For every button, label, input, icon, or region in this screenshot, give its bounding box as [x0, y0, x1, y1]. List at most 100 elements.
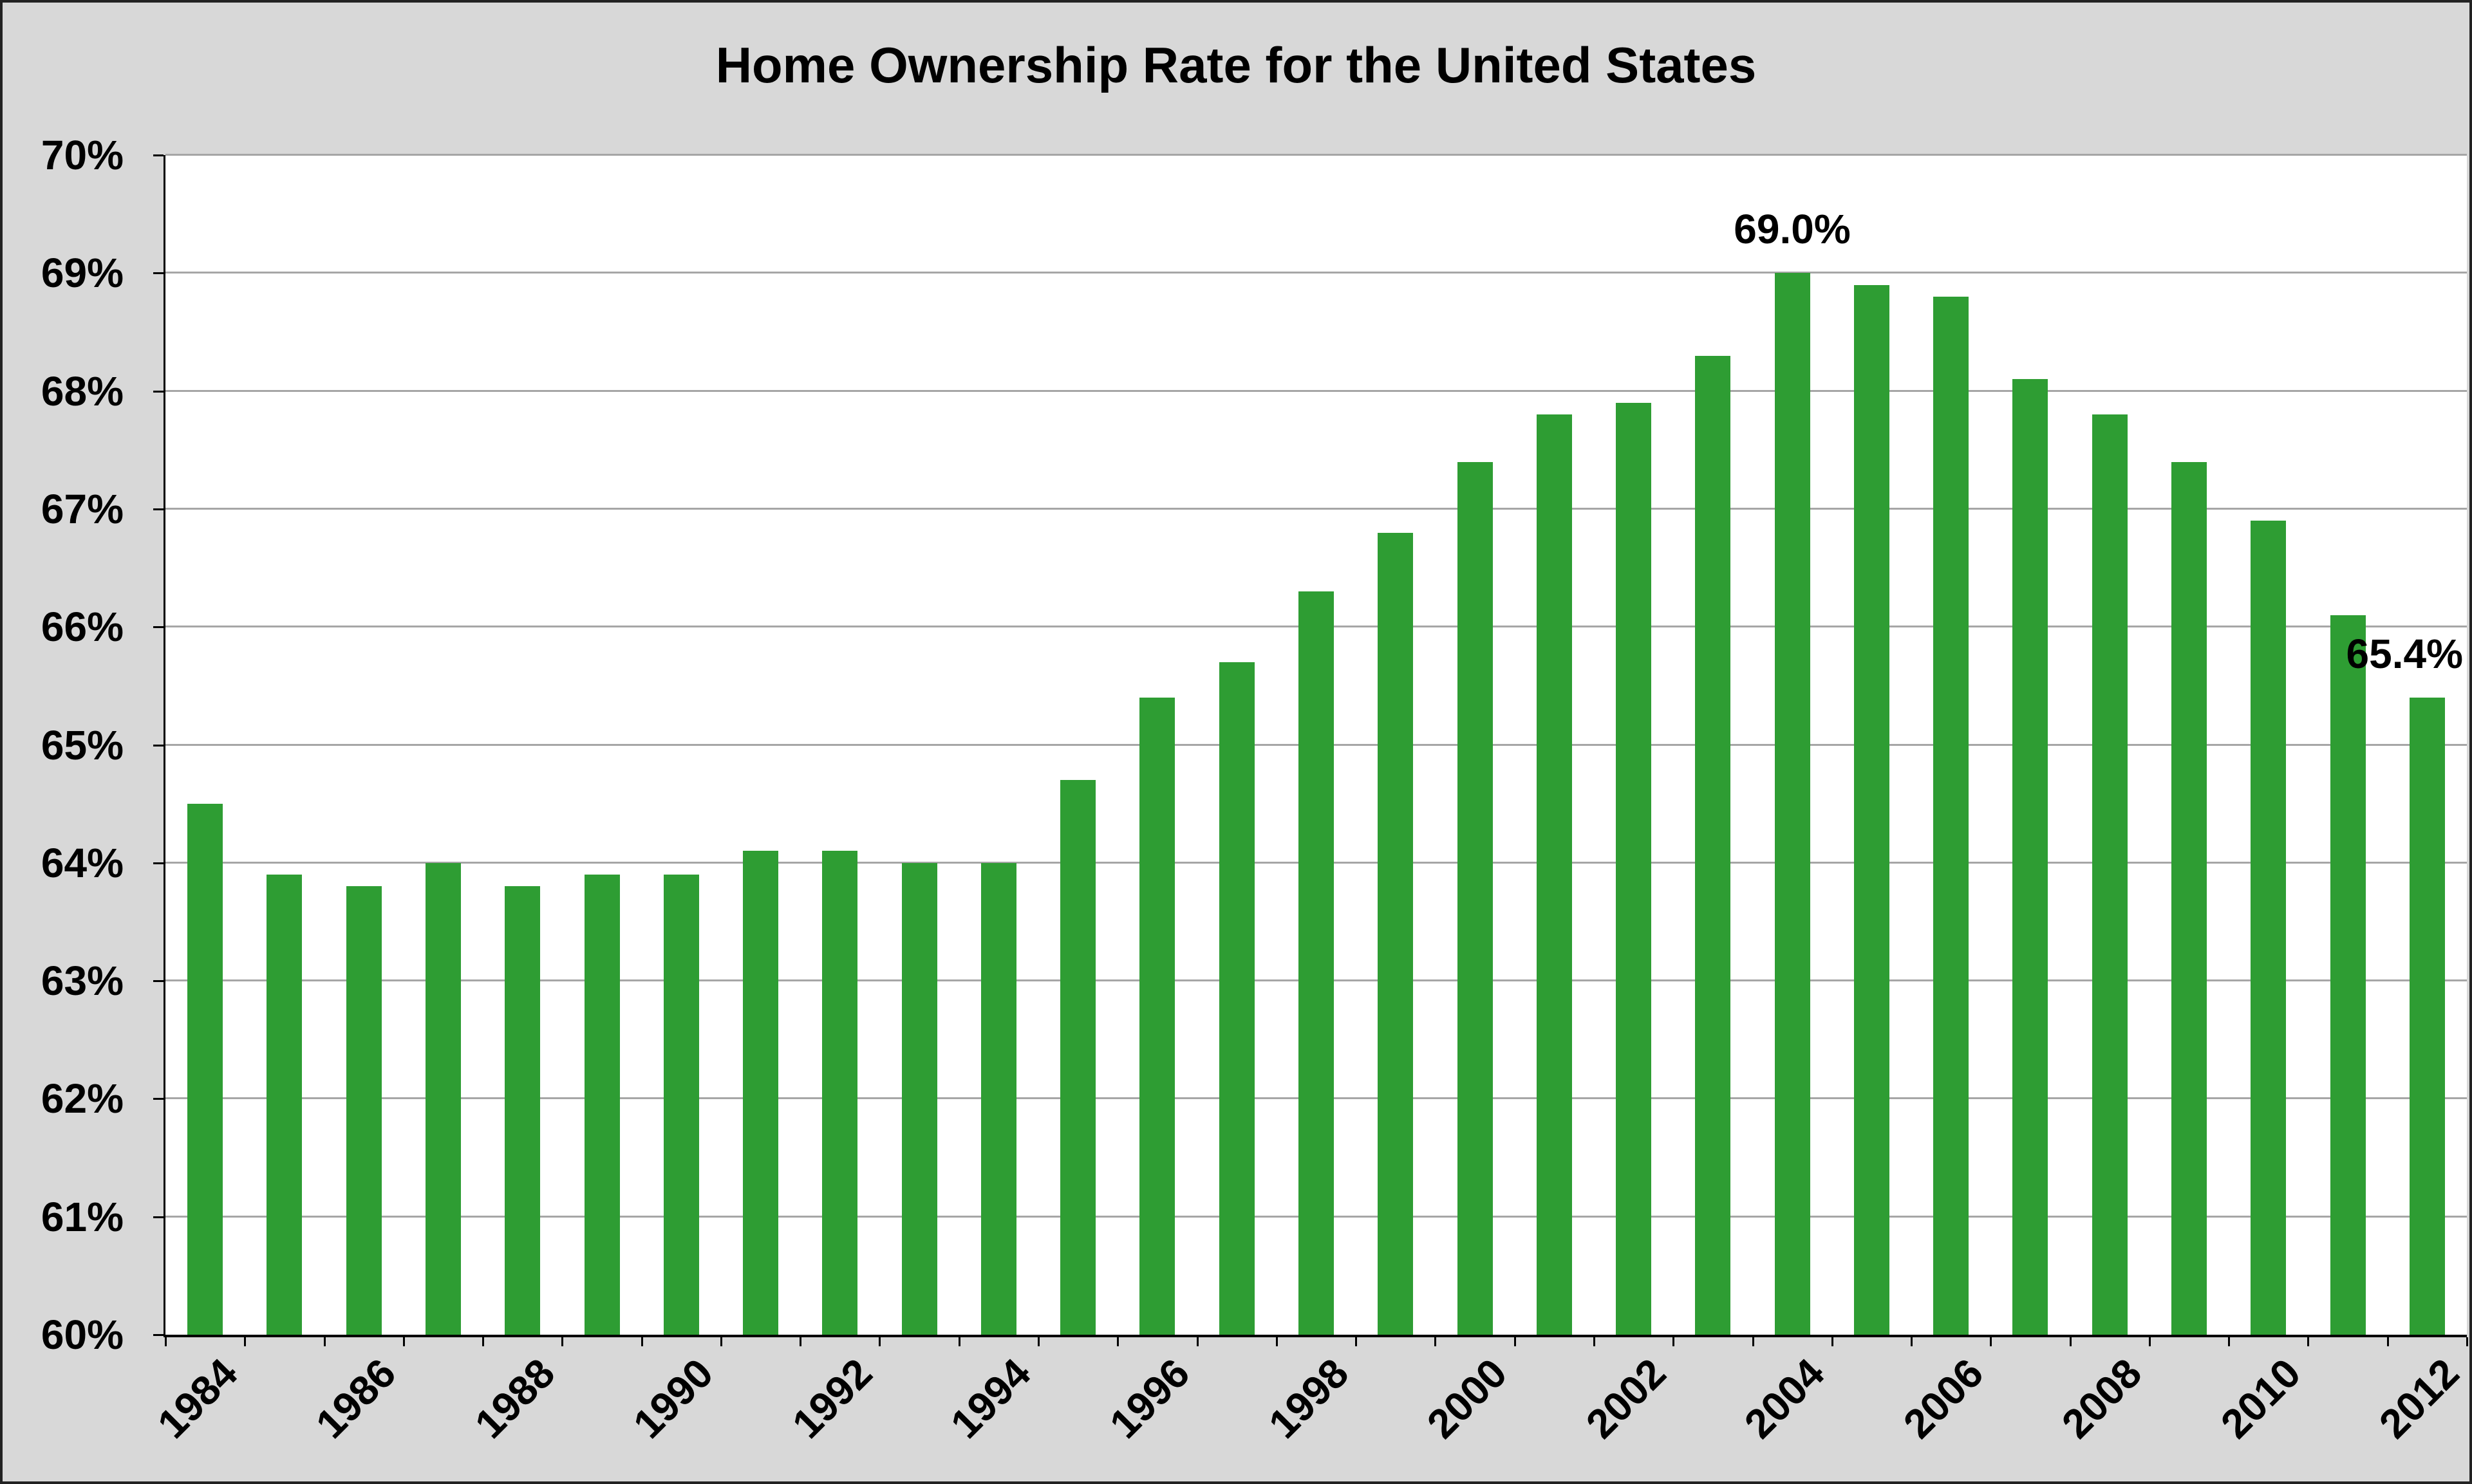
x-axis-tick: [1038, 1337, 1040, 1346]
x-tick-label: 2008: [2052, 1350, 2151, 1447]
bar: [2251, 521, 2286, 1335]
bar: [585, 875, 620, 1335]
x-axis-tick: [244, 1337, 246, 1346]
y-tick-label: 63%: [41, 958, 124, 1005]
y-tick-label: 69%: [41, 250, 124, 297]
bar: [1060, 780, 1096, 1335]
x-axis-tick: [2466, 1337, 2468, 1346]
y-tick-label: 67%: [41, 485, 124, 532]
y-axis-tick: [153, 154, 164, 156]
gridline: [165, 272, 2467, 274]
bar: [902, 863, 937, 1335]
x-axis-tick: [1593, 1337, 1595, 1346]
y-tick-label: 62%: [41, 1075, 124, 1122]
x-axis-tick: [800, 1337, 801, 1346]
y-axis-labels: 60% 61% 62% 63% 64% 65% 66% 67% 68% 69% 70%: [3, 134, 139, 1355]
y-axis-tick: [153, 390, 164, 393]
x-tick-label: 1984: [148, 1350, 247, 1447]
x-axis-tick: [561, 1337, 563, 1346]
x-tick-label: 2002: [1577, 1350, 1675, 1447]
y-axis-tick: [153, 1334, 164, 1336]
bar-value-label: 65.4%: [2346, 631, 2463, 677]
bar: [822, 851, 857, 1335]
x-axis-tick: [2070, 1337, 2072, 1346]
x-axis-tick: [1117, 1337, 1119, 1346]
x-axis-tick: [1672, 1337, 1674, 1346]
x-tick-label: 2000: [1418, 1350, 1516, 1447]
x-axis-tick: [2387, 1337, 2389, 1346]
y-axis-tick: [153, 862, 164, 864]
x-axis-tick: [720, 1337, 722, 1346]
bar: [1298, 591, 1334, 1335]
bar: [1933, 297, 1969, 1335]
bar: [426, 863, 461, 1335]
plot-area: 69.0% 65.4%: [164, 154, 2467, 1337]
x-tick-label: 2012: [2370, 1350, 2468, 1447]
chart-title: Home Ownership Rate for the United State…: [715, 37, 1757, 93]
x-axis-tick: [165, 1337, 167, 1346]
x-axis-tick: [2307, 1337, 2309, 1346]
bar: [1378, 533, 1413, 1335]
x-tick-label: 1988: [465, 1350, 564, 1447]
bar: [1616, 403, 1651, 1335]
x-axis-tick: [1355, 1337, 1357, 1346]
gridline: [165, 389, 2467, 392]
bar-value-label: 69.0%: [1734, 206, 1851, 252]
x-axis-tick: [1911, 1337, 1913, 1346]
x-axis-tick: [1197, 1337, 1199, 1346]
y-tick-label: 68%: [41, 367, 124, 414]
gridline: [165, 154, 2467, 156]
y-axis-tick: [153, 1216, 164, 1218]
bar: [2410, 698, 2445, 1335]
bar: [267, 875, 302, 1335]
x-tick-label: 1990: [624, 1350, 722, 1447]
y-tick-label: 61%: [41, 1193, 124, 1240]
x-axis-tick: [324, 1337, 326, 1346]
bar: [981, 863, 1016, 1335]
x-axis-tick: [403, 1337, 405, 1346]
bar: [1457, 462, 1493, 1335]
bar: [1139, 698, 1175, 1335]
bar: [1219, 662, 1255, 1335]
y-tick-label: 64%: [41, 839, 124, 886]
bar: [743, 851, 778, 1335]
y-tick-label: 60%: [41, 1312, 124, 1358]
x-tick-label: 1998: [1259, 1350, 1358, 1447]
bar: [1854, 285, 1889, 1335]
bar: [1537, 414, 1572, 1335]
y-axis-tick: [153, 744, 164, 747]
x-tick-label: 1986: [306, 1350, 405, 1447]
y-tick-label: 65%: [41, 721, 124, 768]
y-tick-label: 66%: [41, 604, 124, 651]
y-axis-tick: [153, 508, 164, 510]
bar: [2171, 462, 2207, 1335]
x-tick-label: 2010: [2211, 1350, 2310, 1447]
x-axis-tick: [641, 1337, 643, 1346]
bar: [2092, 414, 2128, 1335]
x-axis-tick: [1514, 1337, 1516, 1346]
bar: [505, 886, 540, 1335]
x-axis-tick: [959, 1337, 960, 1346]
bar: [664, 875, 699, 1335]
bar: [187, 804, 223, 1335]
bar: [346, 886, 382, 1335]
x-axis-tick: [2149, 1337, 2151, 1346]
y-axis-tick: [153, 1098, 164, 1100]
x-tick-label: 2006: [1894, 1350, 1992, 1447]
x-axis-tick: [482, 1337, 484, 1346]
bar: [2330, 615, 2366, 1335]
y-axis-tick: [153, 626, 164, 629]
x-tick-label: 2004: [1735, 1350, 1833, 1447]
x-tick-label: 1992: [783, 1350, 881, 1447]
x-axis-tick: [1434, 1337, 1436, 1346]
x-axis-tick: [1276, 1337, 1278, 1346]
bar: [1775, 273, 1810, 1335]
x-axis-tick: [1990, 1337, 1992, 1346]
x-axis-tick: [1752, 1337, 1754, 1346]
x-axis-tick: [879, 1337, 881, 1346]
x-tick-label: 1994: [941, 1350, 1040, 1447]
y-axis-tick: [153, 980, 164, 983]
y-axis-tick: [153, 272, 164, 275]
x-axis-tick: [2228, 1337, 2230, 1346]
